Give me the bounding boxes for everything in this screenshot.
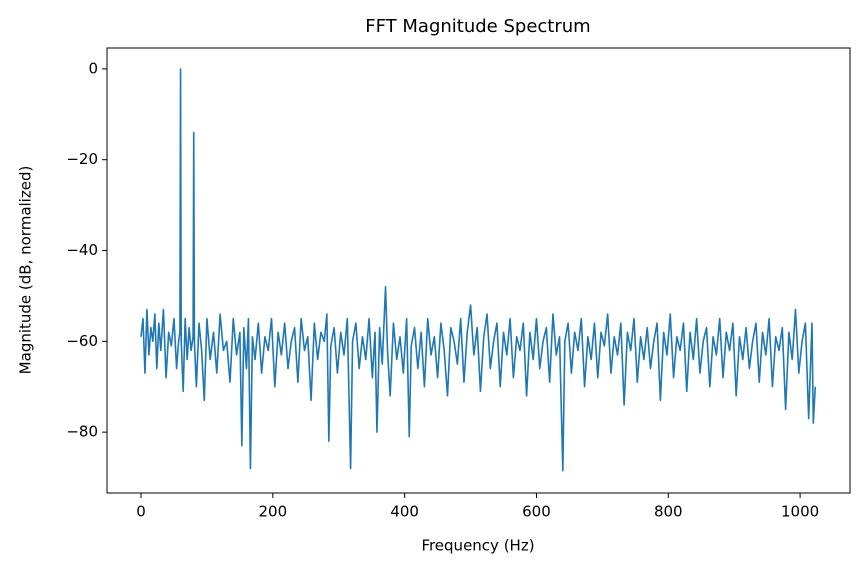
x-tick-label: 800 [654, 503, 683, 521]
x-tick-label: 1000 [781, 503, 819, 521]
y-axis-label: Magnitude (dB, normalized) [17, 166, 35, 375]
y-tick-label: −80 [66, 423, 98, 441]
x-tick-label: 400 [390, 503, 419, 521]
x-tick-label: 200 [259, 503, 288, 521]
spectrum-line [140, 68, 817, 472]
x-tick-label: 600 [522, 503, 551, 521]
plot-frame [106, 47, 851, 494]
chart-title: FFT Magnitude Spectrum [365, 16, 590, 37]
x-axis-label: Frequency (Hz) [421, 537, 534, 555]
y-tick-label: 0 [88, 59, 98, 77]
y-tick-label: −60 [66, 332, 98, 350]
x-tick-label: 0 [136, 503, 146, 521]
y-tick-label: −40 [66, 241, 98, 259]
y-tick-label: −20 [66, 150, 98, 168]
